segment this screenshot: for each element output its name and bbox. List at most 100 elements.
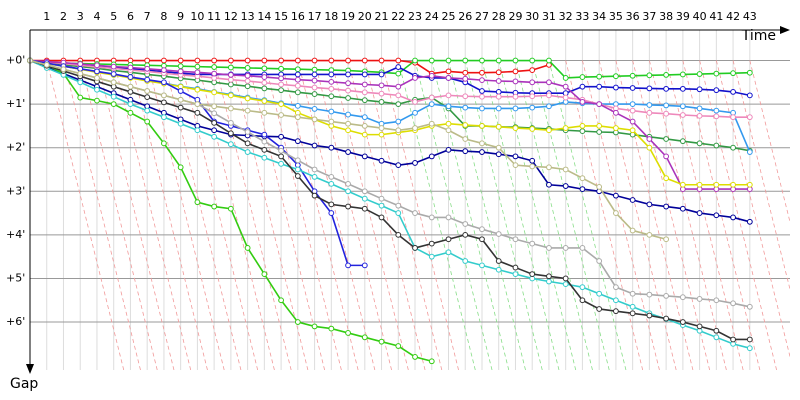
- data-point: [529, 240, 536, 247]
- data-point: [445, 75, 452, 81]
- data-point: [211, 119, 218, 126]
- data-point: [713, 334, 720, 341]
- data-point: [361, 188, 368, 195]
- data-point: [613, 125, 619, 131]
- data-point: [94, 68, 100, 75]
- data-point: [546, 79, 552, 86]
- data-point: [227, 57, 234, 64]
- data-point: [278, 57, 285, 64]
- data-point: [495, 93, 502, 100]
- data-point: [311, 142, 318, 149]
- data-point: [445, 127, 452, 134]
- data-point: [663, 315, 670, 322]
- data-point: [378, 338, 385, 345]
- data-point: [646, 291, 653, 298]
- data-point: [412, 210, 418, 216]
- data-point: [696, 140, 703, 147]
- data-point: [679, 112, 686, 118]
- data-point: [462, 231, 469, 238]
- data-point: [646, 144, 653, 151]
- data-point: [663, 85, 670, 92]
- data-point: [361, 57, 368, 64]
- x-tick-label: 3: [77, 10, 84, 23]
- data-point: [345, 330, 351, 336]
- data-point: [679, 319, 686, 325]
- data-point: [311, 71, 318, 78]
- data-point: [629, 85, 636, 91]
- data-point: [244, 65, 251, 71]
- data-point: [428, 358, 435, 365]
- data-point: [445, 146, 452, 153]
- data-point: [345, 71, 351, 78]
- data-point: [730, 114, 736, 121]
- data-point: [227, 81, 234, 88]
- data-point: [345, 127, 351, 134]
- data-point: [311, 66, 318, 73]
- data-point: [278, 297, 285, 304]
- data-point: [144, 65, 151, 72]
- data-point: [127, 109, 134, 116]
- data-point: [311, 116, 318, 123]
- data-point: [127, 101, 134, 108]
- data-point: [479, 236, 485, 243]
- lap-diagonal: [515, 60, 593, 370]
- x-tick-label: 32: [559, 10, 573, 23]
- data-point: [445, 57, 452, 64]
- data-point: [395, 202, 402, 209]
- data-point: [361, 195, 368, 202]
- data-point: [679, 85, 686, 92]
- data-point: [328, 78, 335, 85]
- data-point: [529, 67, 536, 74]
- data-point: [713, 70, 720, 77]
- data-point: [244, 245, 251, 251]
- data-point: [428, 101, 435, 108]
- x-tick-label: 23: [408, 10, 422, 23]
- data-point: [713, 87, 720, 94]
- data-point: [244, 72, 251, 79]
- x-tick-label: 35: [609, 10, 623, 23]
- data-point: [77, 79, 84, 86]
- data-point: [696, 112, 703, 119]
- data-point: [194, 63, 201, 70]
- data-point: [395, 64, 402, 70]
- data-point: [294, 102, 301, 109]
- data-point: [562, 94, 569, 101]
- data-point: [713, 113, 720, 120]
- data-point: [613, 308, 619, 315]
- x-tick-label: 22: [391, 10, 405, 23]
- data-point: [361, 89, 368, 96]
- data-point: [746, 345, 753, 352]
- data-point: [227, 76, 234, 83]
- series: [27, 57, 753, 365]
- data-point: [646, 109, 653, 116]
- data-point: [395, 70, 402, 77]
- data-point: [479, 57, 485, 64]
- data-point: [579, 83, 586, 90]
- data-point: [445, 68, 452, 75]
- data-point: [311, 84, 318, 91]
- data-point: [495, 105, 502, 112]
- data-point: [596, 258, 603, 264]
- data-point: [479, 122, 485, 129]
- data-point: [328, 57, 335, 64]
- data-point: [395, 231, 402, 238]
- data-point: [646, 201, 653, 208]
- data-point: [596, 129, 603, 135]
- data-point: [495, 78, 502, 84]
- data-point: [696, 86, 703, 93]
- data-point: [445, 236, 452, 243]
- y-tick-label: +5': [6, 271, 25, 284]
- data-point: [746, 92, 753, 99]
- data-point: [361, 131, 368, 138]
- data-point: [495, 144, 502, 151]
- data-point: [663, 175, 670, 182]
- data-point: [345, 87, 351, 94]
- data-point: [311, 57, 318, 64]
- data-point: [713, 212, 720, 219]
- data-point: [144, 76, 151, 83]
- data-point: [211, 133, 218, 140]
- data-point: [512, 78, 519, 85]
- data-point: [746, 149, 753, 155]
- x-tick-label: 19: [341, 10, 355, 23]
- data-point: [244, 78, 251, 84]
